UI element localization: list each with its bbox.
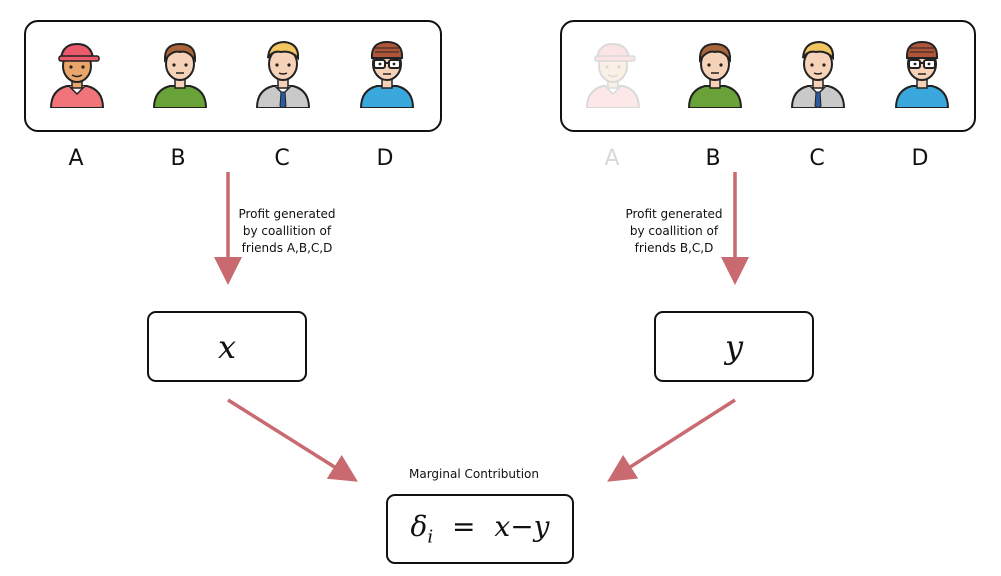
right-coalition-box xyxy=(560,20,976,132)
player-label-a-faded: A xyxy=(604,146,620,171)
value-x: x xyxy=(217,327,237,366)
value-box-x: x xyxy=(147,311,307,382)
value-box-y: y xyxy=(654,311,814,382)
arrow-x-to-result xyxy=(227,398,358,482)
player-label-a: A xyxy=(68,146,84,171)
value-y: y xyxy=(724,327,744,366)
arrow-y-to-result xyxy=(607,398,736,482)
player-label-b: B xyxy=(705,146,721,171)
marginal-contribution-box: δi = x−y xyxy=(386,494,574,564)
marginal-contribution-formula: δi = x−y xyxy=(410,510,550,548)
left-profit-note: Profit generated by coallition of friend… xyxy=(238,207,336,255)
right-profit-note: Profit generated by coallition of friend… xyxy=(625,207,723,255)
player-label-b: B xyxy=(170,146,186,171)
player-label-c: C xyxy=(809,146,825,171)
marginal-contribution-title: Marginal Contribution xyxy=(409,467,539,481)
player-label-d: D xyxy=(376,146,394,171)
left-coalition-box xyxy=(24,20,442,132)
player-label-d: D xyxy=(911,146,929,171)
player-label-c: C xyxy=(274,146,290,171)
